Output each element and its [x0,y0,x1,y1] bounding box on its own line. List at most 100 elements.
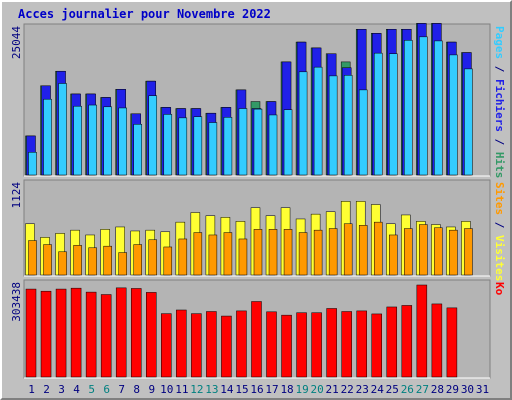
x-tick-label: 19 [295,383,308,396]
x-tick-label: 11 [175,383,188,396]
bar-pages [118,107,127,176]
bar-pages [283,109,293,176]
bar-ko [191,313,202,378]
bar-pages [103,106,112,176]
series-label-part: Sites [493,182,506,215]
bar-ko [55,288,67,378]
bar-sites [389,234,398,276]
series-label-part: Fichiers [493,79,506,132]
bar-pages [373,52,383,176]
bar-pages [298,71,308,176]
bar-pages [434,40,443,176]
bar-ko [356,310,367,378]
x-tick-label: 31 [476,383,489,396]
x-tick-label: 23 [356,383,369,396]
series-label-part: Pages [493,26,506,59]
series-label-part: Ko [493,282,506,296]
bar-pages [328,75,338,176]
x-tick-label: 4 [73,383,80,396]
x-tick-label: 6 [103,383,110,396]
series-label-middle: Sites / Visites [493,182,506,281]
y-max-label-middle: 1124 [10,182,23,209]
x-tick-label: 17 [265,383,278,396]
bar-pages [163,114,173,176]
x-tick-label: 26 [401,383,414,396]
x-tick-label: 16 [250,383,263,396]
x-tick-label: 22 [341,383,354,396]
bar-pages [343,75,353,176]
bar-pages [43,98,52,176]
bar-pages [73,105,82,176]
bar-sites [358,225,368,276]
x-tick-label: 20 [311,383,324,396]
bar-sites [103,245,112,276]
bar-sites [88,247,97,276]
bar-sites [133,244,142,276]
x-tick-label: 7 [118,383,125,396]
bar-ko [130,288,142,378]
bar-ko [296,312,307,378]
bar-sites [253,229,263,276]
bar-pages [193,116,203,176]
x-tick-label: 3 [58,383,65,396]
series-label-part: Visites [493,235,506,281]
x-tick-label: 29 [446,383,459,396]
bar-pages [268,114,278,176]
bar-sites [283,229,293,276]
bar-ko [176,309,187,378]
x-tick-label: 5 [88,383,95,396]
x-tick-label: 25 [386,383,399,396]
bar-pages [358,89,368,176]
x-tick-label: 30 [461,383,474,396]
bar-sites [343,223,353,276]
bar-sites [313,229,323,276]
bar-sites [328,228,338,276]
x-tick-label: 1 [28,383,35,396]
bar-pages [404,40,413,176]
bar-ko [281,314,292,378]
bar-ko [236,310,247,378]
bar-ko [431,303,443,378]
bar-ko [115,287,127,378]
bar-sites [373,221,383,276]
bar-sites [28,240,37,276]
bar-pages [58,83,67,176]
bar-sites [404,228,413,276]
bar-sites [419,224,428,276]
bar-ko [446,307,458,378]
bar-ko [416,284,428,378]
bar-ko [85,291,97,378]
x-tick-label: 14 [220,383,234,396]
bar-pages [208,122,218,176]
series-label-part: / [493,215,506,235]
bar-pages [223,117,233,176]
bar-sites [148,239,158,276]
bar-sites [118,252,127,276]
series-label-part: / [493,59,506,79]
bar-sites [43,244,52,276]
bar-ko [206,311,217,378]
bar-ko [146,292,157,378]
x-tick-label: 9 [148,383,155,396]
y-max-label-top: 25044 [10,26,23,59]
bar-ko [100,294,112,378]
bar-ko [266,311,277,378]
bar-pages [464,68,473,176]
bar-pages [133,124,142,176]
bar-pages [449,54,458,176]
bar-ko [25,288,37,378]
y-max-label-bottom: 303438 [10,282,23,322]
bar-pages [88,104,97,176]
bar-ko [251,301,262,378]
bar-pages [238,108,248,176]
x-tick-label: 24 [371,383,385,396]
bar-sites [178,238,188,276]
bar-ko [401,305,413,378]
x-tick-label: 27 [416,383,429,396]
x-tick-label: 2 [43,383,50,396]
bar-sites [208,234,218,276]
bar-sites [434,227,443,276]
bar-sites [238,238,248,276]
bar-sites [73,245,82,276]
